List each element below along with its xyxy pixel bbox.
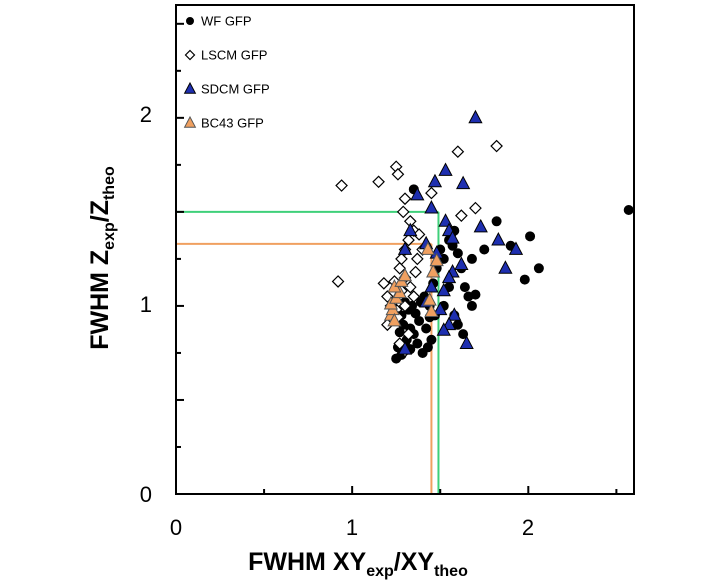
- sdcm-gfp-point: [424, 200, 439, 214]
- y-tick-label: 0: [140, 482, 152, 507]
- y-axis-title-sub1: exp: [101, 222, 118, 250]
- x-axis-title-sub2: theo: [434, 563, 468, 580]
- sdcm-gfp-point: [436, 322, 451, 336]
- sdcm-gfp-point: [436, 282, 451, 297]
- wf-gfp-point: [426, 334, 437, 345]
- lscm-gfp-point: [377, 277, 391, 290]
- x-axis-title-sub1: exp: [366, 563, 394, 580]
- sdcm-gfp-point: [438, 162, 453, 176]
- wf-gfp-point: [412, 338, 423, 349]
- x-axis-title-base: FWHM XY: [248, 548, 366, 576]
- wf-gfp-point: [470, 289, 481, 300]
- lscm-gfp-point: [455, 209, 468, 222]
- bc43-gfp-point: [422, 292, 437, 306]
- sdcm-gfp-point: [433, 301, 448, 316]
- bc43-gfp-point: [420, 241, 436, 255]
- x-tick-label: 2: [522, 515, 534, 540]
- legend-marker-sdcm-gfp: [183, 81, 197, 94]
- sdcm-gfp-point: [410, 186, 425, 201]
- sdcm-gfp-point: [491, 232, 506, 246]
- bc43-gfp-point: [424, 303, 439, 317]
- wf-gfp-point: [421, 323, 432, 334]
- bc43-gfp-point: [429, 252, 444, 267]
- legend-label-sdcm-gfp: SDCM GFP: [201, 82, 270, 97]
- legend-label-lscm-gfp: LSCM GFP: [201, 48, 267, 63]
- sdcm-gfp-point: [424, 279, 439, 293]
- y-axis-title-sub2: theo: [101, 166, 118, 200]
- lscm-gfp-point: [398, 192, 412, 206]
- lscm-gfp-point: [469, 201, 482, 215]
- wf-gfp-point: [533, 263, 544, 274]
- lscm-gfp-point: [410, 252, 424, 266]
- x-tick-labels: 0 1 2: [170, 515, 534, 540]
- lscm-gfp-point: [396, 205, 410, 219]
- lscm-gfp-point: [335, 179, 348, 192]
- legend-label-bc43-gfp: BC43 GFP: [201, 116, 264, 131]
- lscm-gfp-point: [372, 175, 385, 189]
- lscm-gfp-point: [402, 327, 415, 341]
- sdcm-gfp-point: [456, 175, 471, 190]
- wf-gfp-point: [479, 244, 490, 255]
- lscm-gfp-point: [409, 265, 422, 279]
- sdcm-gfp-point: [403, 222, 418, 237]
- y-tick-label: 2: [140, 102, 152, 127]
- sdcm-gfp-point: [454, 256, 469, 270]
- wf-gfp-point: [519, 274, 530, 285]
- sdcm-gfp-point: [438, 213, 453, 227]
- sdcm-gfp-point: [459, 335, 474, 349]
- wf-gfp-point: [459, 282, 470, 293]
- sdcm-gfp-point: [427, 173, 443, 188]
- sdcm-gfp-point: [397, 241, 413, 255]
- sdcm-gfp-point: [441, 269, 457, 284]
- x-axis-title-mid: /XY: [394, 548, 435, 576]
- lscm-gfp-point: [391, 167, 405, 181]
- legend-label-wf-gfp: WF GFP: [201, 14, 252, 29]
- y-tick-label: 1: [140, 292, 152, 317]
- wf-gfp-point: [466, 300, 477, 311]
- y-axis-title: FWHM Zexp/Ztheo: [86, 166, 118, 350]
- y-axis-title-base: FWHM Z: [86, 250, 114, 350]
- sdcm-gfp-point: [498, 260, 513, 274]
- wf-gfp-point: [452, 248, 463, 259]
- sdcm-gfp-point: [468, 109, 483, 124]
- sdcm-gfp-point: [445, 230, 460, 244]
- sdcm-gfp-point: [473, 218, 488, 233]
- legend: WF GFP LSCM GFP SDCM GFP BC43 GFP: [183, 14, 270, 131]
- lscm-gfp-point: [451, 145, 465, 159]
- legend-marker-bc43-gfp: [183, 115, 197, 128]
- legend-marker-lscm-gfp: [184, 49, 196, 61]
- x-axis-title: FWHM XYexp/XYtheo: [248, 548, 468, 580]
- bc43-gfp-point: [426, 264, 441, 278]
- plot-border: [175, 4, 635, 495]
- lscm-gfp-point: [407, 290, 421, 303]
- plot-frame: [175, 4, 635, 495]
- lscm-gfp-point: [425, 186, 438, 200]
- sdcm-gfp-point: [508, 241, 524, 255]
- wf-gfp-point: [466, 253, 477, 264]
- lscm-gfp-point: [402, 233, 415, 247]
- wf-gfp-point: [458, 329, 469, 340]
- lscm-gfp-point: [393, 261, 407, 275]
- bc43-gfp-point: [397, 267, 413, 282]
- sdcm-gfp-point: [397, 341, 413, 355]
- wf-gfp-point: [525, 231, 536, 242]
- lscm-gfp-point: [490, 139, 503, 153]
- wf-gfp-point: [623, 205, 634, 216]
- lscm-gfp-point: [331, 275, 345, 288]
- sdcm-gfp-point: [447, 307, 462, 321]
- y-tick-labels: 0 1 2: [140, 102, 152, 507]
- x-tick-label: 1: [346, 515, 358, 540]
- bc43-gfp-point: [387, 312, 402, 327]
- y-axis-title-mid: /Z: [86, 200, 114, 222]
- legend-marker-wf-gfp: [186, 17, 194, 25]
- x-tick-label: 0: [170, 515, 182, 540]
- data-points: [331, 109, 634, 364]
- wf-gfp-point: [491, 216, 502, 227]
